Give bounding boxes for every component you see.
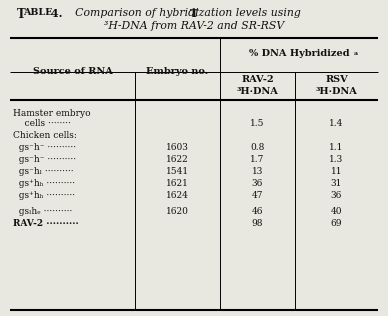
Text: 36: 36	[252, 179, 263, 189]
Text: gsₗhₑ ··········: gsₗhₑ ··········	[13, 208, 73, 216]
Text: 13: 13	[252, 167, 263, 177]
Text: 1541: 1541	[166, 167, 189, 177]
Text: gs⁺hₕ ··········: gs⁺hₕ ··········	[13, 179, 75, 189]
Text: 11: 11	[331, 167, 342, 177]
Text: ABLE: ABLE	[23, 8, 52, 17]
Text: RAV-2: RAV-2	[241, 76, 274, 84]
Text: gs⁺hₕ ··········: gs⁺hₕ ··········	[13, 191, 75, 200]
Text: % DNA Hybridized: % DNA Hybridized	[249, 50, 349, 58]
Text: 31: 31	[331, 179, 342, 189]
Text: Chicken cells:: Chicken cells:	[13, 131, 77, 141]
Text: T: T	[17, 8, 26, 21]
Text: 40: 40	[331, 208, 342, 216]
Text: Hamster embryo: Hamster embryo	[13, 110, 91, 118]
Text: 98: 98	[252, 220, 263, 228]
Text: T: T	[190, 8, 198, 19]
Text: 1624: 1624	[166, 191, 189, 200]
Text: 36: 36	[331, 191, 342, 200]
Text: cells ········: cells ········	[13, 119, 71, 129]
Text: ³H·DNA: ³H·DNA	[315, 87, 357, 95]
Text: 1.5: 1.5	[250, 119, 265, 129]
Text: RAV-2 ··········: RAV-2 ··········	[13, 220, 79, 228]
Text: gs⁻hₗ ··········: gs⁻hₗ ··········	[13, 167, 74, 177]
Text: 1.4: 1.4	[329, 119, 344, 129]
Text: 69: 69	[331, 220, 342, 228]
Text: 1621: 1621	[166, 179, 189, 189]
Text: 0.8: 0.8	[250, 143, 265, 153]
Text: 1.3: 1.3	[329, 155, 344, 165]
Text: 4.: 4.	[47, 8, 62, 19]
Text: gs⁻h⁻ ··········: gs⁻h⁻ ··········	[13, 143, 76, 153]
Text: gs⁻h⁻ ··········: gs⁻h⁻ ··········	[13, 155, 76, 165]
Text: Source of RNA: Source of RNA	[33, 68, 113, 76]
Text: 47: 47	[252, 191, 263, 200]
Text: Embryo no.: Embryo no.	[146, 68, 209, 76]
Text: 1.7: 1.7	[250, 155, 265, 165]
Text: 1603: 1603	[166, 143, 189, 153]
Text: 1622: 1622	[166, 155, 189, 165]
Text: ³H-DNA from RAV-2 and SR-RSV: ³H-DNA from RAV-2 and SR-RSV	[104, 21, 284, 31]
Text: Comparison of hybridization levels using: Comparison of hybridization levels using	[66, 8, 301, 18]
Text: 46: 46	[252, 208, 263, 216]
Text: RSV: RSV	[325, 76, 348, 84]
Text: ³H·DNA: ³H·DNA	[237, 87, 279, 95]
Text: 1620: 1620	[166, 208, 189, 216]
Text: a: a	[354, 51, 358, 56]
Text: 1.1: 1.1	[329, 143, 344, 153]
